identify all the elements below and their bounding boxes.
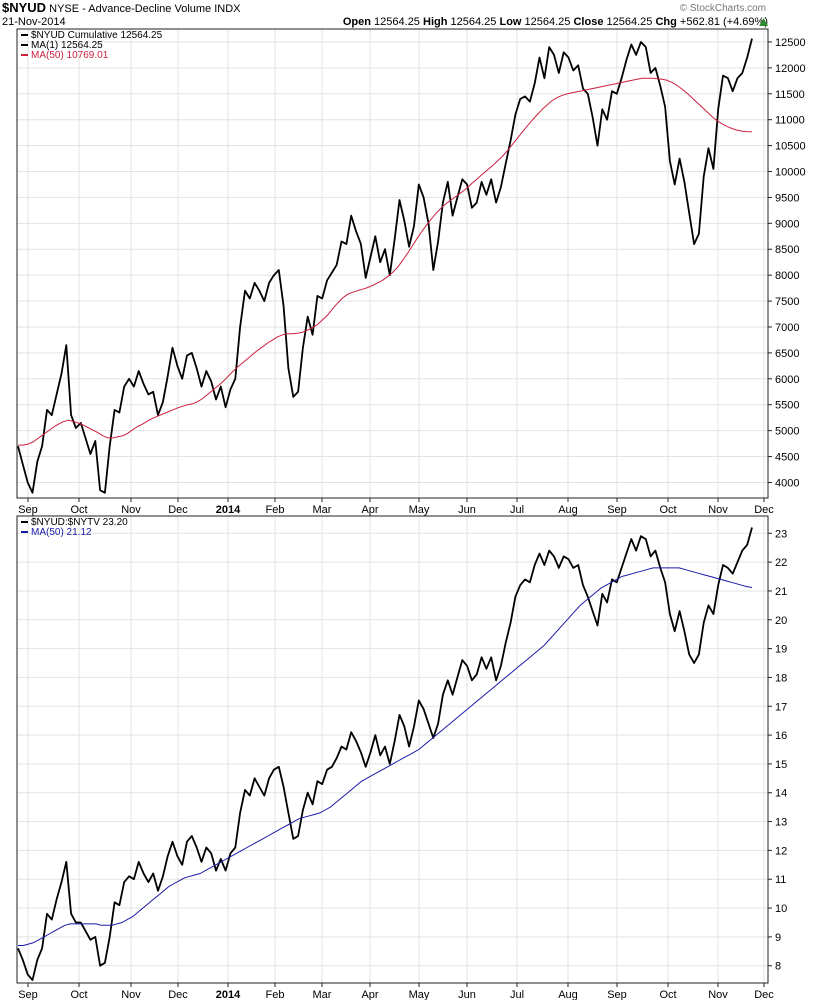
y-tick-label: 7000 xyxy=(775,322,799,334)
y-tick-label: 5000 xyxy=(775,426,799,438)
x-tick-label: Apr xyxy=(361,504,378,516)
y-tick-label: 5500 xyxy=(775,400,799,412)
y-tick-label: 17 xyxy=(775,701,787,713)
y-tick-label: 18 xyxy=(775,672,787,684)
x-tick-label: Sep xyxy=(18,989,38,1000)
y-tick-label: 10500 xyxy=(775,141,806,153)
y-tick-label: 4000 xyxy=(775,477,799,489)
close-label: Close xyxy=(573,16,604,28)
legend-entry: $NYUD:$NYTV 23.20 xyxy=(31,517,128,528)
x-tick-label: Dec xyxy=(754,504,774,516)
x-tick-label: Feb xyxy=(266,989,285,1000)
x-tick-label: Jun xyxy=(458,989,476,1000)
x-tick-label: Jun xyxy=(458,504,476,516)
y-tick-label: 14 xyxy=(775,788,787,800)
ma50-line xyxy=(18,77,753,446)
x-tick-label: Apr xyxy=(361,989,378,1000)
x-tick-label: Dec xyxy=(168,989,188,1000)
y-tick-label: 11000 xyxy=(775,115,805,127)
x-tick-label: Nov xyxy=(121,504,141,516)
x-tick-label: 2014 xyxy=(216,504,241,516)
y-tick-label: 6500 xyxy=(775,348,799,360)
ma50-line xyxy=(18,567,753,946)
x-tick-label: 2014 xyxy=(216,989,241,1000)
y-tick-label: 22 xyxy=(775,557,787,569)
x-tick-label: Oct xyxy=(70,504,87,516)
y-tick-label: 21 xyxy=(775,586,787,598)
y-tick-label: 9000 xyxy=(775,218,799,230)
y-tick-label: 15 xyxy=(775,759,787,771)
y-tick-label: 7500 xyxy=(775,296,799,308)
chart-title: $NYUD NYSE - Advance-Decline Volume INDX xyxy=(2,1,241,16)
x-tick-label: Nov xyxy=(708,989,728,1000)
triangle-up-icon xyxy=(759,18,768,26)
x-tick-label: Oct xyxy=(70,989,87,1000)
chg-value: +562.81 (+4.69%) xyxy=(679,16,768,28)
close-value: 12564.25 xyxy=(606,16,653,28)
chg-label: Chg xyxy=(655,16,677,28)
x-tick-label: May xyxy=(409,989,430,1000)
legend-entry: MA(50) 21.12 xyxy=(31,527,92,538)
x-tick-label: Nov xyxy=(121,989,141,1000)
legend-entry: $NYUD Cumulative 12564.25 xyxy=(31,30,163,41)
y-tick-label: 9 xyxy=(775,932,781,944)
x-tick-label: Jul xyxy=(510,504,524,516)
high-label: High xyxy=(423,16,448,28)
low-value: 12564.25 xyxy=(524,16,571,28)
x-tick-label: Dec xyxy=(168,504,188,516)
symbol-description: NYSE - Advance-Decline Volume INDX xyxy=(49,3,241,15)
y-tick-label: 12 xyxy=(775,845,787,857)
y-tick-label: 12000 xyxy=(775,63,806,75)
symbol-label: $NYUD xyxy=(2,0,47,15)
x-tick-label: Feb xyxy=(266,504,285,516)
x-tick-label: Nov xyxy=(708,504,728,516)
stockcharts-watermark: © StockCharts.com xyxy=(679,3,766,14)
x-tick-label: Oct xyxy=(659,989,676,1000)
quote-bar: Open 12564.25 High 12564.25 Low 12564.25… xyxy=(343,16,768,29)
x-tick-label: Oct xyxy=(659,504,676,516)
y-tick-label: 4500 xyxy=(775,452,799,464)
y-tick-label: 23 xyxy=(775,528,787,540)
ratio-line xyxy=(17,527,753,981)
y-tick-label: 16 xyxy=(775,730,787,742)
x-tick-label: Sep xyxy=(607,504,627,516)
y-tick-label: 8 xyxy=(775,961,781,973)
y-tick-label: 11 xyxy=(775,874,786,886)
chart-panel-2: 8 9 10 11 12 13 14 15 16 17 18 19 20 21 22 23 Sep Oct Nov D… xyxy=(16,515,787,1000)
cumulative-line xyxy=(17,38,753,494)
legend-entry: MA(50) 10769.01 xyxy=(31,50,109,61)
x-tick-label: Dec xyxy=(754,989,774,1000)
plot-frame xyxy=(16,515,769,984)
chart-date: 21-Nov-2014 xyxy=(2,16,66,28)
open-value: 12564.25 xyxy=(374,16,420,28)
high-value: 12564.25 xyxy=(450,16,497,28)
open-label: Open xyxy=(342,16,371,28)
chart-panel-1: 4000 4500 5000 5500 6000 6500 7000 7500 8000 8500… xyxy=(16,28,806,516)
y-tick-label: 12500 xyxy=(775,37,806,49)
y-tick-label: 11500 xyxy=(775,89,805,101)
y-tick-label: 13 xyxy=(775,817,787,829)
x-tick-label: Sep xyxy=(607,989,627,1000)
x-tick-label: Aug xyxy=(558,989,578,1000)
y-tick-label: 19 xyxy=(775,644,787,656)
y-tick-label: 10 xyxy=(775,903,787,915)
y-tick-label: 20 xyxy=(775,615,787,627)
plot-frame xyxy=(16,28,769,499)
x-tick-label: May xyxy=(409,504,430,516)
x-tick-label: Jul xyxy=(510,989,524,1000)
x-tick-label: Mar xyxy=(313,504,332,516)
x-tick-label: Aug xyxy=(558,504,578,516)
x-tick-label: Sep xyxy=(18,504,38,516)
x-tick-label: Mar xyxy=(313,989,332,1000)
low-label: Low xyxy=(499,16,522,28)
y-tick-label: 8500 xyxy=(775,244,799,256)
y-tick-label: 8000 xyxy=(775,270,799,282)
legend-entry: MA(1) 12564.25 xyxy=(31,40,103,51)
y-tick-label: 6000 xyxy=(775,374,799,386)
y-tick-label: 9500 xyxy=(775,192,799,204)
y-tick-label: 10000 xyxy=(775,167,806,179)
